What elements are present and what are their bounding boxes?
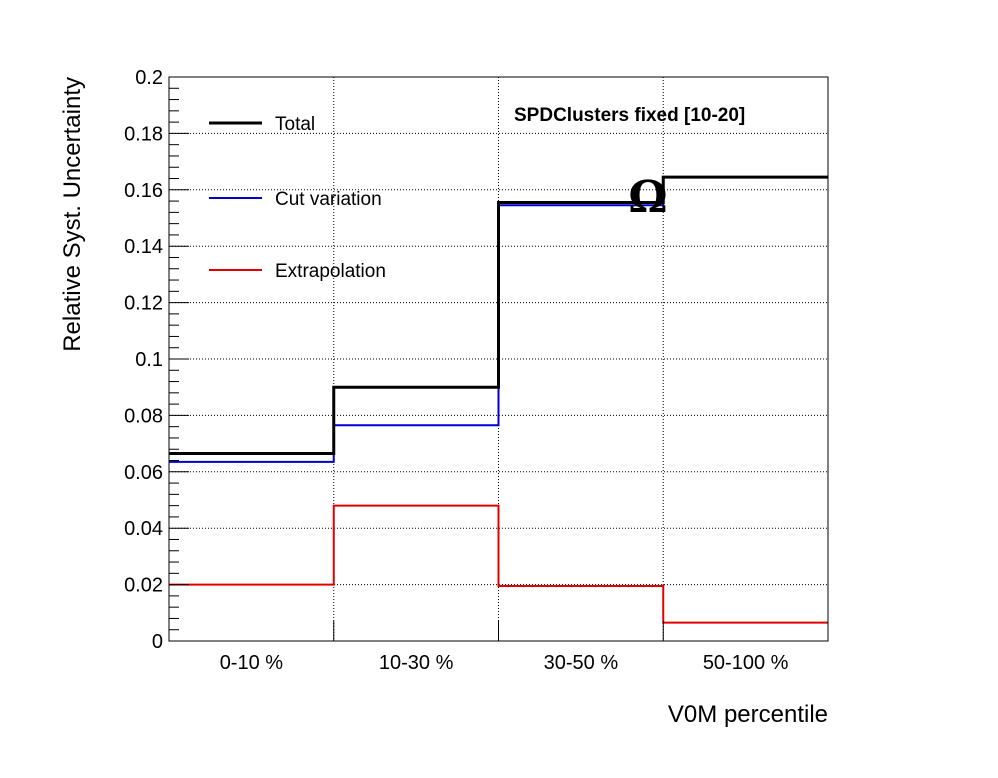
y-tick-label: 0.04 [124,518,163,540]
y-tick-label: 0.18 [124,123,163,145]
annotation-spdclusters: SPDClusters fixed [10-20] [514,105,745,126]
x-tick-labels: 0-10 % 10-30 % 30-50 % 50-100 % [220,621,789,674]
x-tick-label: 30-50 % [544,652,619,674]
legend-label: Cut variation [275,189,382,210]
y-tick-label: 0.1 [135,349,163,371]
series-line-total [169,175,828,455]
y-tick-label: 0.12 [124,293,163,315]
legend-label: Extrapolation [275,261,386,282]
x-tick-label: 50-100 % [703,652,789,674]
y-tick-label: 0.16 [124,180,163,202]
y-tick-label: 0.02 [124,575,163,597]
y-tick-label: 0.14 [124,236,163,258]
y-tick-label: 0.06 [124,462,163,484]
y-tick-label: 0.2 [135,67,163,89]
y-tick-label: 0.08 [124,405,163,427]
annotation-omega-symbol: Ω [628,172,667,223]
series-line-extrapolation [169,504,828,624]
legend-label: Total [275,114,315,135]
y-axis-title: Relative Syst. Uncertainty [59,77,86,352]
y-ticks: 0 0.02 0.04 0.06 0.08 0.1 0.12 0.14 0.16 0.18 0.2 [124,67,189,653]
x-tick-label: 0-10 % [220,652,284,674]
series-lines [169,175,828,624]
legend: Total Cut variation Extrapolation [209,114,386,282]
x-axis-title: V0M percentile [668,701,828,728]
x-tick-label: 10-30 % [379,652,454,674]
y-tick-label: 0 [152,631,163,653]
